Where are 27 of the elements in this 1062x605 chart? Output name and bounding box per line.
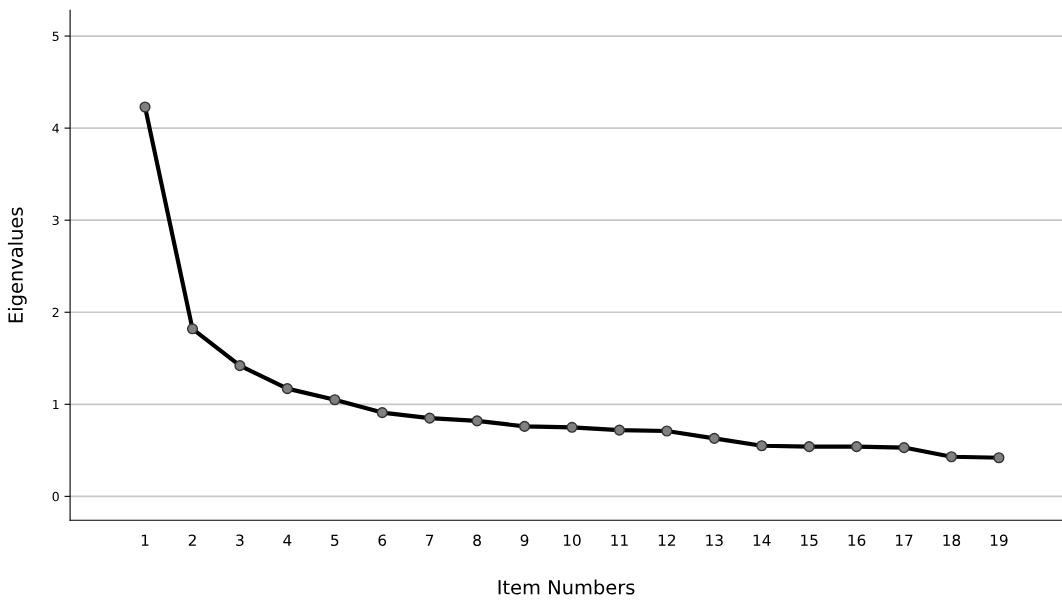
x-tick-label: 6 bbox=[378, 534, 387, 547]
x-tick-label: 3 bbox=[236, 534, 244, 547]
x-tick-label: 11 bbox=[611, 534, 628, 546]
x-tick-label: 12 bbox=[658, 534, 676, 546]
x-tick-label: 17 bbox=[895, 534, 913, 546]
x-tick-label: 8 bbox=[473, 534, 481, 547]
y-tick-label: 2 bbox=[52, 307, 59, 317]
y-axis-title: Eigenvalues bbox=[7, 207, 27, 323]
x-tick-label: 4 bbox=[283, 534, 292, 546]
x-tick-label: 19 bbox=[990, 534, 1008, 547]
x-tick-label: 14 bbox=[753, 534, 771, 546]
x-tick-label: 10 bbox=[563, 534, 581, 547]
y-tick-label: 0 bbox=[52, 491, 59, 502]
x-tick-label: 15 bbox=[801, 534, 818, 547]
y-tick-label: 5 bbox=[52, 31, 59, 41]
y-tick-label: 4 bbox=[52, 123, 59, 133]
x-tick-label: 18 bbox=[943, 534, 961, 547]
y-tick-label: 3 bbox=[52, 215, 59, 226]
y-tick-label: 1 bbox=[53, 399, 59, 410]
x-tick-label: 5 bbox=[331, 534, 339, 547]
x-tick-label: 2 bbox=[188, 534, 196, 546]
x-tick-label: 9 bbox=[520, 534, 529, 547]
x-tick-label: 16 bbox=[848, 534, 866, 547]
x-tick-label: 13 bbox=[706, 534, 723, 547]
x-tick-label: 1 bbox=[141, 534, 149, 546]
x-tick-label: 7 bbox=[426, 534, 434, 546]
x-axis-title: Item Numbers bbox=[498, 579, 635, 595]
